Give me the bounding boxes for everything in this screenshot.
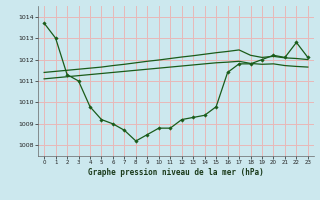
X-axis label: Graphe pression niveau de la mer (hPa): Graphe pression niveau de la mer (hPa): [88, 168, 264, 177]
